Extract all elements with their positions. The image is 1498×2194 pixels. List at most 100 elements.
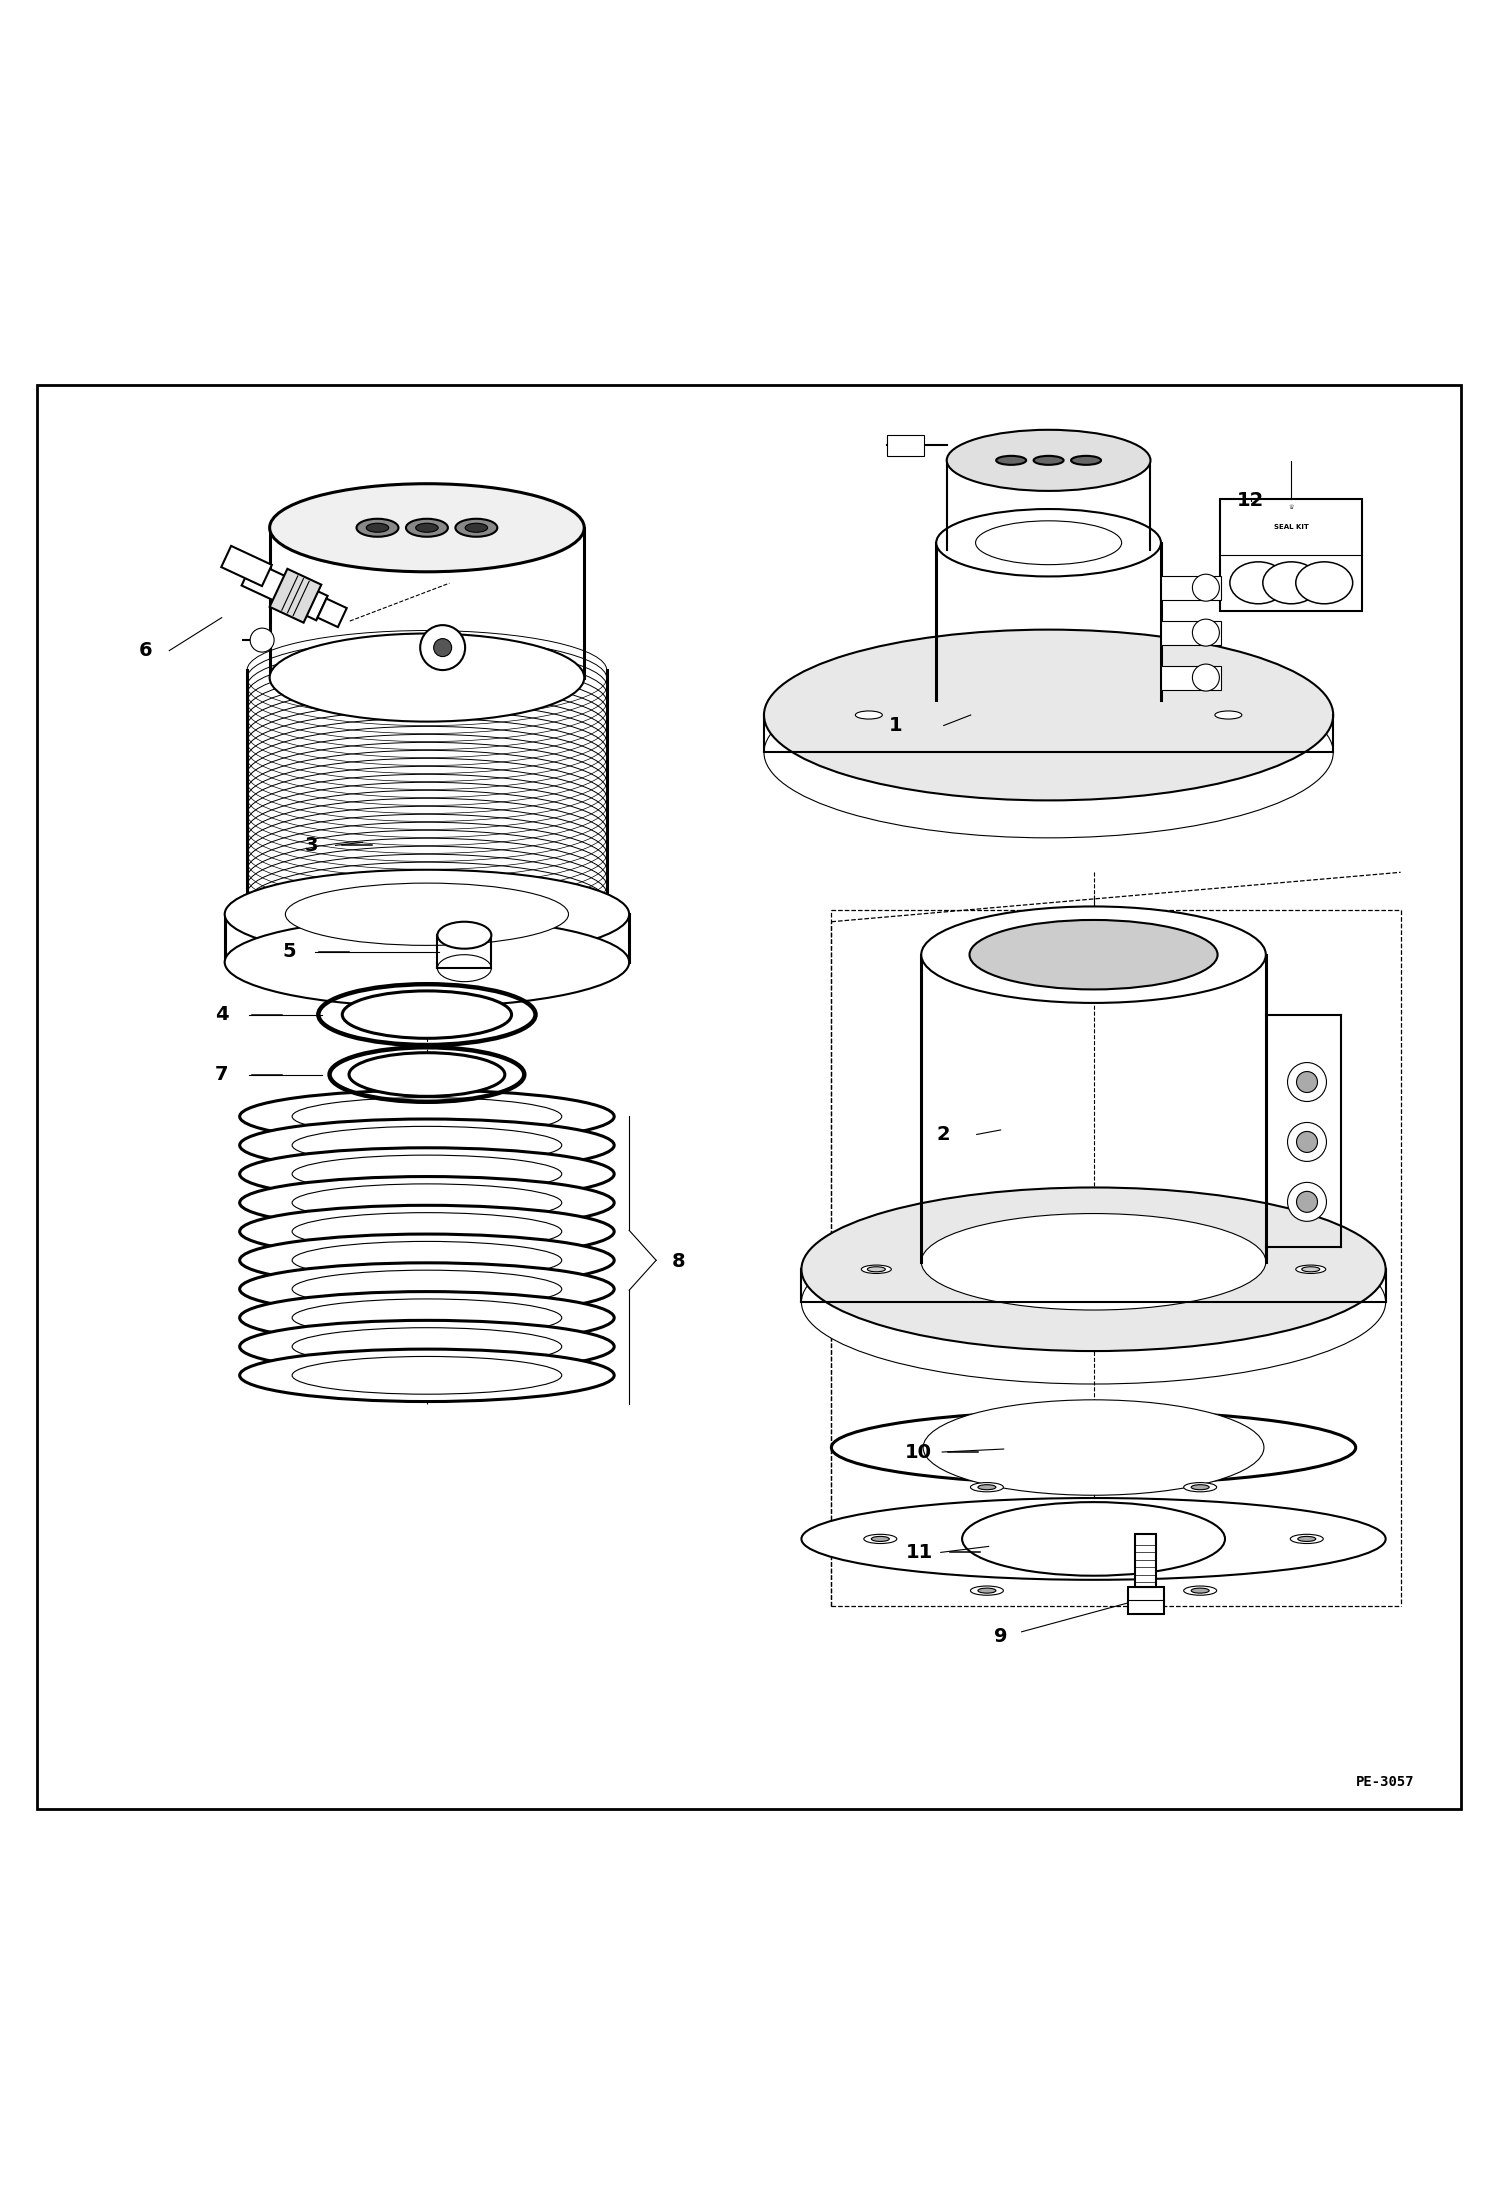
Ellipse shape <box>969 919 1218 989</box>
Ellipse shape <box>921 1213 1266 1310</box>
Ellipse shape <box>342 992 511 1038</box>
Ellipse shape <box>1263 562 1320 603</box>
Ellipse shape <box>406 518 448 538</box>
Text: 9: 9 <box>993 1626 1008 1646</box>
Ellipse shape <box>292 1327 562 1365</box>
Ellipse shape <box>801 1499 1386 1580</box>
Circle shape <box>1192 665 1219 691</box>
Ellipse shape <box>975 520 1122 564</box>
Ellipse shape <box>437 921 491 948</box>
Bar <box>1128 1586 1164 1615</box>
Ellipse shape <box>855 711 882 720</box>
Ellipse shape <box>764 630 1333 801</box>
Circle shape <box>1287 1183 1326 1222</box>
Ellipse shape <box>240 1147 614 1200</box>
Bar <box>1161 665 1221 689</box>
Ellipse shape <box>292 1356 562 1393</box>
Ellipse shape <box>1297 1536 1315 1542</box>
Ellipse shape <box>437 954 491 981</box>
Bar <box>1161 621 1221 645</box>
Ellipse shape <box>240 1090 614 1143</box>
Ellipse shape <box>936 509 1161 577</box>
Text: 6: 6 <box>138 641 153 660</box>
Ellipse shape <box>801 1187 1386 1352</box>
Ellipse shape <box>921 906 1266 1003</box>
Ellipse shape <box>1183 1586 1216 1595</box>
Ellipse shape <box>292 1185 562 1222</box>
Ellipse shape <box>867 1266 885 1273</box>
Circle shape <box>1296 1071 1318 1093</box>
Ellipse shape <box>240 1119 614 1172</box>
Ellipse shape <box>872 1536 890 1542</box>
Text: SEAL KIT: SEAL KIT <box>1273 524 1309 529</box>
Ellipse shape <box>1296 562 1353 603</box>
Ellipse shape <box>1215 711 1242 720</box>
Polygon shape <box>270 568 321 623</box>
Circle shape <box>1296 1132 1318 1152</box>
Ellipse shape <box>240 1321 614 1373</box>
Text: PE-3057: PE-3057 <box>1356 1775 1416 1788</box>
Ellipse shape <box>1191 1485 1209 1490</box>
Ellipse shape <box>801 1220 1386 1384</box>
Ellipse shape <box>861 1266 891 1273</box>
Ellipse shape <box>1071 456 1101 465</box>
Circle shape <box>434 638 452 656</box>
Circle shape <box>1287 1123 1326 1161</box>
Ellipse shape <box>292 1270 562 1308</box>
Ellipse shape <box>996 456 1026 465</box>
Ellipse shape <box>1230 562 1287 603</box>
Ellipse shape <box>292 1299 562 1336</box>
Ellipse shape <box>292 1242 562 1279</box>
Bar <box>1219 498 1363 610</box>
Ellipse shape <box>240 1176 614 1229</box>
Ellipse shape <box>240 1292 614 1345</box>
Ellipse shape <box>349 1053 505 1097</box>
Ellipse shape <box>240 1349 614 1402</box>
Ellipse shape <box>978 1588 996 1593</box>
Ellipse shape <box>1302 1266 1320 1273</box>
Polygon shape <box>222 546 271 586</box>
Ellipse shape <box>240 1233 614 1286</box>
Text: 11: 11 <box>906 1542 933 1562</box>
Text: 7: 7 <box>214 1064 229 1084</box>
Text: 4: 4 <box>214 1005 229 1025</box>
Ellipse shape <box>270 483 584 573</box>
Ellipse shape <box>971 1586 1004 1595</box>
Ellipse shape <box>292 1154 562 1194</box>
Ellipse shape <box>1183 1483 1216 1492</box>
Ellipse shape <box>357 518 398 538</box>
Ellipse shape <box>1034 456 1064 465</box>
Ellipse shape <box>1191 1588 1209 1593</box>
Ellipse shape <box>270 634 584 722</box>
Ellipse shape <box>455 518 497 538</box>
Text: 12: 12 <box>1237 491 1264 511</box>
Ellipse shape <box>1290 1534 1323 1545</box>
Ellipse shape <box>971 1483 1004 1492</box>
Ellipse shape <box>1296 1266 1326 1273</box>
Ellipse shape <box>292 1126 562 1165</box>
Ellipse shape <box>225 917 629 1007</box>
Circle shape <box>1287 1062 1326 1101</box>
Circle shape <box>250 627 274 652</box>
Text: 8: 8 <box>671 1253 686 1270</box>
Text: 10: 10 <box>905 1441 932 1461</box>
Bar <box>1135 1534 1156 1586</box>
Bar <box>887 434 924 456</box>
Text: 5: 5 <box>282 941 297 961</box>
Ellipse shape <box>366 522 389 533</box>
Circle shape <box>419 625 464 669</box>
Bar <box>1161 575 1221 599</box>
Circle shape <box>1192 575 1219 601</box>
Ellipse shape <box>240 1205 614 1257</box>
Text: 3: 3 <box>304 836 319 856</box>
Ellipse shape <box>292 1097 562 1134</box>
Ellipse shape <box>240 1264 614 1314</box>
Ellipse shape <box>923 1400 1264 1496</box>
Polygon shape <box>241 562 328 621</box>
Ellipse shape <box>978 1485 996 1490</box>
Polygon shape <box>318 599 346 627</box>
Text: 1: 1 <box>888 715 903 735</box>
Ellipse shape <box>947 430 1150 491</box>
Ellipse shape <box>225 869 629 959</box>
Ellipse shape <box>464 522 487 533</box>
